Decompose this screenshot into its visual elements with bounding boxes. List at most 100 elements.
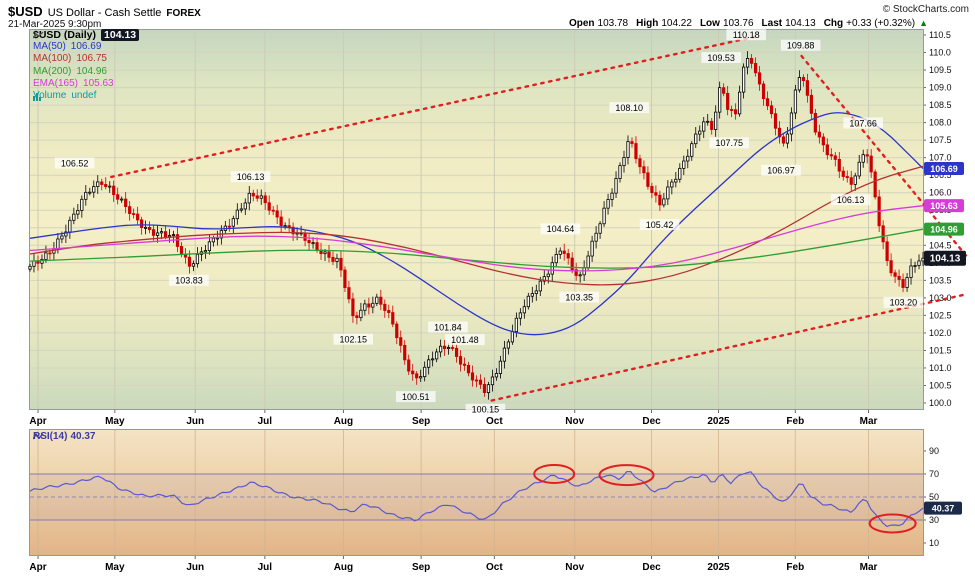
legend-title: $USD (Daily) [33, 29, 97, 41]
svg-text:Mar: Mar [860, 562, 878, 573]
rsi-icon [33, 432, 44, 440]
exchange: FOREX [166, 8, 201, 19]
svg-text:106.0: 106.0 [929, 188, 952, 198]
chart-legend: $USD (Daily) 104.13 MA(50) 106.69 MA(100)… [33, 29, 140, 102]
svg-text:Dec: Dec [642, 416, 661, 427]
volume-label: Volume [33, 90, 67, 102]
volume-bars-icon [33, 92, 41, 101]
svg-text:106.5: 106.5 [929, 170, 952, 180]
legend-ma100: MA(100) 106.75 [33, 53, 139, 65]
svg-text:110.5: 110.5 [929, 30, 951, 40]
rsi-highlight-ellipse [533, 464, 576, 484]
svg-text:106.13: 106.13 [237, 172, 265, 182]
svg-text:110.18: 110.18 [733, 30, 760, 40]
svg-text:Mar: Mar [860, 416, 878, 427]
svg-text:104.5: 104.5 [929, 240, 952, 250]
rsi-value-badge [924, 501, 962, 515]
svg-text:50: 50 [929, 492, 939, 502]
chart-datetime: 21-Mar-2025 9:30pm [8, 19, 102, 30]
svg-text:Feb: Feb [786, 562, 804, 573]
svg-text:Oct: Oct [486, 416, 503, 427]
legend-ma50: MA(50) 106.69 [33, 41, 139, 53]
svg-text:Aug: Aug [334, 562, 353, 573]
ma50-value: 106.69 [70, 41, 102, 53]
svg-text:Apr: Apr [29, 416, 46, 427]
svg-text:Apr: Apr [29, 562, 46, 573]
svg-text:106.97: 106.97 [767, 166, 795, 176]
change-up-arrow: ▲ [919, 18, 928, 28]
svg-text:Feb: Feb [786, 416, 804, 427]
svg-text:100.51: 100.51 [402, 392, 430, 402]
svg-text:105.42: 105.42 [646, 220, 674, 230]
chg-value: +0.33 (+0.32%) [846, 18, 916, 29]
svg-text:110.0: 110.0 [929, 48, 951, 58]
svg-text:103.20: 103.20 [890, 298, 918, 308]
rsi-legend: RSI(14) 40.37 [33, 431, 95, 442]
svg-text:103.5: 103.5 [929, 275, 952, 285]
legend-last-price-badge: 104.13 [101, 29, 140, 42]
svg-text:104.64: 104.64 [547, 224, 575, 234]
legend-ma200: MA(200) 104.96 [33, 66, 139, 78]
svg-text:107.5: 107.5 [929, 135, 952, 145]
svg-text:Jul: Jul [258, 562, 273, 573]
svg-text:107.75: 107.75 [715, 138, 743, 148]
svg-text:Dec: Dec [642, 562, 661, 573]
svg-text:Aug: Aug [334, 416, 353, 427]
rsi-chart-canvas: Apr May Jun Jul Aug Sep Oct Nov Dec 2025 Feb Mar 90 7… [29, 429, 962, 573]
svg-text:107.66: 107.66 [849, 118, 877, 128]
ma50-label: MA(50) [33, 41, 66, 53]
price-annotations: 106.52 103.83 106.13 102.15 100.51 101.84 101.… [54, 29, 924, 415]
rising-channel-upper [110, 35, 757, 179]
open-value: 103.78 [597, 18, 629, 29]
rsi-highlight-ellipse [868, 513, 917, 534]
rsi-line [29, 470, 924, 528]
svg-text:Nov: Nov [565, 416, 584, 427]
rsi-value: 40.37 [70, 431, 96, 442]
svg-text:104.13: 104.13 [930, 254, 961, 265]
legend-ema165: EMA(165) 105.63 [33, 78, 139, 90]
low-value: 103.76 [722, 18, 754, 29]
ma200-label: MA(200) [33, 65, 72, 77]
svg-text:106.13: 106.13 [837, 195, 865, 205]
svg-text:90: 90 [929, 446, 939, 456]
svg-text:101.48: 101.48 [451, 335, 479, 345]
overlay-MA(200) [29, 228, 924, 269]
svg-text:70: 70 [929, 469, 939, 479]
last-value: 104.13 [785, 18, 816, 29]
svg-text:108.0: 108.0 [929, 118, 952, 128]
svg-text:100.0: 100.0 [929, 398, 952, 408]
svg-text:100.15: 100.15 [472, 405, 500, 415]
svg-text:Jul: Jul [258, 416, 273, 427]
svg-text:105.63: 105.63 [930, 201, 958, 211]
volume-value: undef [71, 90, 97, 102]
ma100-value: 106.75 [76, 53, 107, 65]
ma200-value: 104.96 [76, 65, 107, 77]
chart-header: $USD US Dollar - Cash Settle FOREX [8, 3, 201, 21]
svg-text:40.37: 40.37 [932, 503, 955, 513]
quote-line: Open 103.78 High 104.22 Low 103.76 Last 104.13 C… [561, 18, 928, 29]
high-label: High [636, 18, 659, 29]
ema165-value: 105.63 [83, 77, 114, 89]
svg-text:Sep: Sep [412, 416, 430, 427]
svg-text:May: May [105, 562, 125, 573]
svg-text:2025: 2025 [707, 562, 730, 573]
svg-text:106.69: 106.69 [930, 164, 958, 174]
svg-text:109.88: 109.88 [787, 41, 815, 51]
svg-text:2025: 2025 [707, 416, 730, 427]
svg-text:108.10: 108.10 [615, 103, 643, 113]
svg-text:Jun: Jun [186, 416, 204, 427]
svg-text:109.5: 109.5 [929, 65, 952, 75]
price-chart-canvas: 100.0 100.5 101.0 101.5 102.0 102.5 103.0 103.5… [28, 29, 969, 427]
svg-text:101.5: 101.5 [929, 345, 952, 355]
svg-text:101.0: 101.0 [929, 363, 952, 373]
svg-text:103.83: 103.83 [175, 276, 203, 286]
svg-text:Nov: Nov [565, 562, 584, 573]
ma100-label: MA(100) [33, 53, 72, 65]
high-value: 104.22 [661, 18, 692, 29]
rsi-label: RSI(14) [33, 431, 68, 442]
svg-text:102.5: 102.5 [929, 310, 952, 320]
low-label: Low [699, 18, 720, 29]
svg-text:10: 10 [929, 538, 939, 548]
candlestick-series [28, 51, 925, 400]
